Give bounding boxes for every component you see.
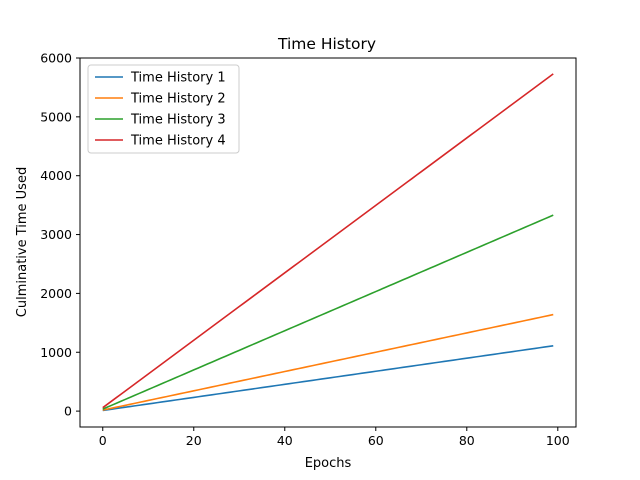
plot-frame <box>79 57 577 428</box>
y-tick-label: 3000 <box>40 227 72 242</box>
x-tick-label: 20 <box>186 433 202 448</box>
series-line-1 <box>102 344 554 412</box>
legend-label: Time History 4 <box>130 134 226 149</box>
y-axis: 0 1000 2000 3000 4000 5000 6000 <box>40 51 80 419</box>
x-tick-label: 80 <box>459 433 475 448</box>
x-tick-label: 60 <box>368 433 384 448</box>
legend-box <box>87 64 240 154</box>
y-tick-label: 1000 <box>40 345 72 360</box>
y-tick-label: 2000 <box>40 286 72 301</box>
legend: Time History 1 Time History 2 Time History… <box>87 64 240 154</box>
y-tick-label: 5000 <box>40 109 72 124</box>
y-tick-label: 0 <box>64 404 72 419</box>
series-line-3 <box>102 214 554 410</box>
series-layer <box>102 73 554 412</box>
x-tick-label: 0 <box>99 433 107 448</box>
x-tick-label: 100 <box>546 433 570 448</box>
legend-label: Time History 3 <box>130 113 226 128</box>
x-tick-label: 40 <box>277 433 293 448</box>
series-line-2 <box>102 313 554 411</box>
series-line-4 <box>102 73 554 409</box>
legend-label: Time History 1 <box>130 71 226 86</box>
x-axis-label: Epochs <box>305 456 352 471</box>
x-axis: 0 20 40 60 80 100 <box>99 427 570 448</box>
legend-label: Time History 2 <box>130 92 226 107</box>
chart-title: Time History <box>277 35 376 53</box>
y-axis-label: Culminative Time Used <box>15 167 30 317</box>
y-tick-label: 6000 <box>40 51 72 66</box>
y-tick-label: 4000 <box>40 168 72 183</box>
